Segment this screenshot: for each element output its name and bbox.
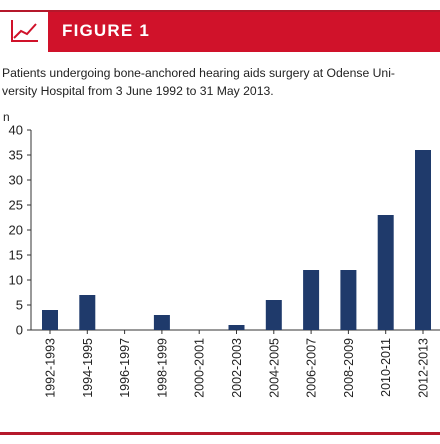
x-tick-label: 2006-2007 <box>305 338 319 398</box>
figure-header: FIGURE 1 <box>0 12 440 52</box>
y-tick-label: 40 <box>9 123 23 138</box>
bar <box>265 300 282 330</box>
figure-title-bar: FIGURE 1 <box>48 12 440 52</box>
bar <box>228 325 245 330</box>
figure-title: FIGURE 1 <box>62 21 151 40</box>
caption-line-1: Patients undergoing bone-anchored hearin… <box>2 66 395 80</box>
x-tick-label: 1992-1993 <box>44 338 58 398</box>
bar <box>153 315 170 330</box>
x-tick-label: 2008-2009 <box>342 338 356 398</box>
top-rule <box>0 10 440 12</box>
bar <box>415 150 431 330</box>
y-tick-label: 30 <box>9 173 23 188</box>
x-tick-label: 2002-2003 <box>230 338 244 398</box>
bar <box>377 215 394 330</box>
bar <box>303 270 320 330</box>
x-tick-label: 2010-2011 <box>379 338 393 397</box>
line-chart-icon <box>11 20 38 42</box>
figure-caption: Patients undergoing bone-anchored hearin… <box>2 64 438 100</box>
x-tick-label: 1998-1999 <box>155 338 169 398</box>
x-tick-label: 2000-2001 <box>193 338 207 398</box>
x-tick-label: 2004-2005 <box>267 338 281 398</box>
y-tick-label: 0 <box>16 323 23 338</box>
y-tick-label: 20 <box>9 223 23 238</box>
y-axis-label: n <box>3 110 10 124</box>
y-tick-label: 10 <box>9 273 23 288</box>
bar <box>340 270 357 330</box>
y-tick-label: 25 <box>9 198 23 213</box>
x-tick-label: 1996-1997 <box>118 338 132 398</box>
y-tick-label: 35 <box>9 148 23 163</box>
y-tick-label: 5 <box>16 298 23 313</box>
bar-chart: n 0 5 10 15 20 25 30 35 40 1992-1993 1994-1995 1996-… <box>3 110 440 398</box>
bottom-rule <box>0 432 440 435</box>
x-tick-label: 2012-2013 <box>417 338 431 398</box>
caption-line-2: versity Hospital from 3 June 1992 to 31 … <box>2 84 274 98</box>
bar <box>79 295 96 330</box>
figure-icon-box <box>0 12 48 52</box>
bar <box>42 310 58 330</box>
x-tick-label: 1994-1995 <box>81 338 95 398</box>
y-tick-label: 15 <box>9 248 23 263</box>
